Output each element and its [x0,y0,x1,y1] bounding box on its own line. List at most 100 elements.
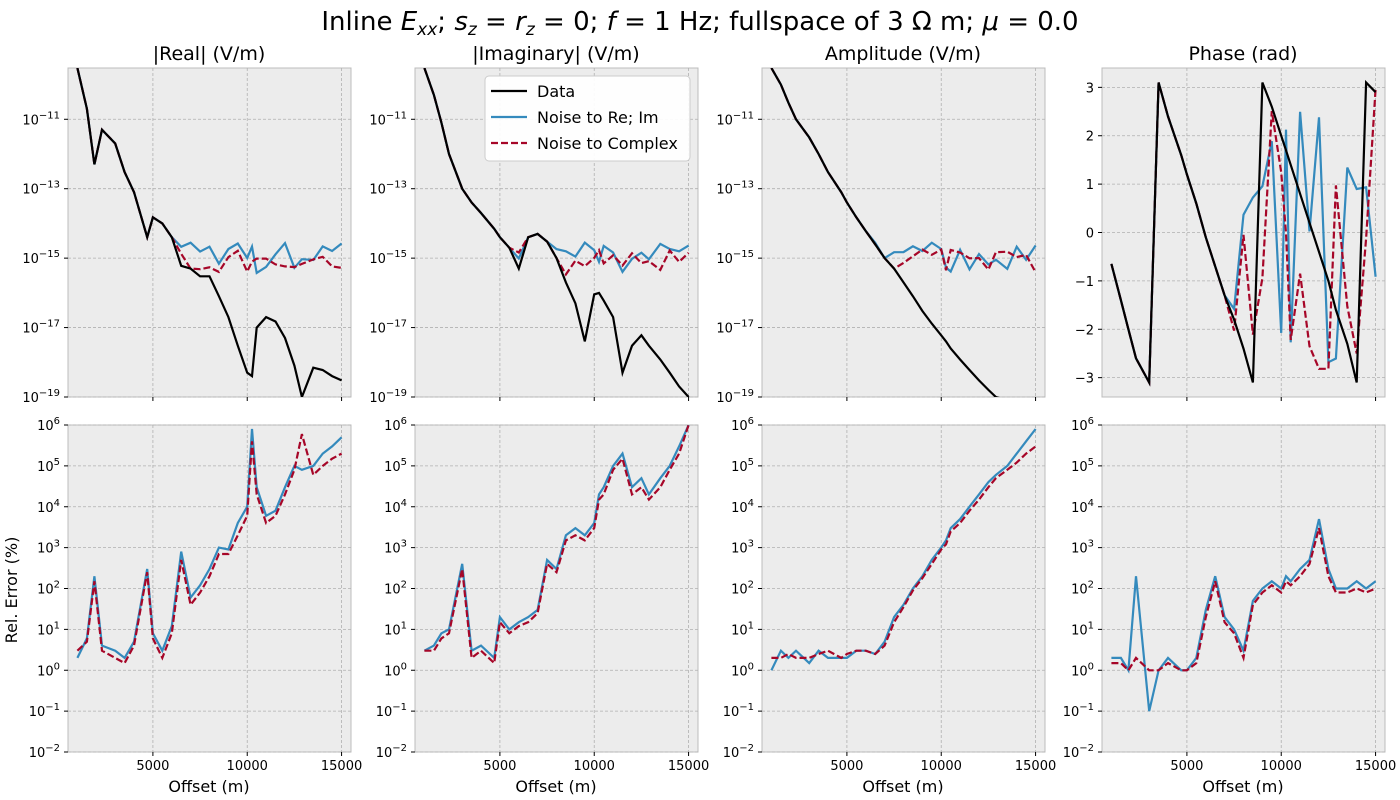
panels: 10−1 1 10−13 10−15 10−17 10−19 106 105 104 103 102… [22,67,1396,774]
panel-title-real: |Real| (V/m) [153,43,266,65]
bottom-real-xtick-label: 5000 [136,759,169,774]
bottom-phase-ytick-label: 102 [1071,580,1094,598]
bottom-phase-ytick-label: 106 [1071,416,1094,434]
bottom-imag-xtick-label: 15000 [668,759,709,774]
bottom-real-ytick-label: 106 [37,416,60,434]
top-real-ytick-label: 10−19 [22,388,60,406]
bottom-real-ytick-label: 102 [37,580,60,598]
bottom-imag-ytick-label: 105 [384,457,407,475]
legend-label-noise-reim: Noise to Re; Im [537,108,659,127]
bottom-real-ytick-label: 100 [37,661,60,679]
title-field: E [401,7,418,37]
title-s: s [454,7,468,37]
bottom-phase-series-noise-complex [1111,527,1377,673]
panel-title-phase: Phase (rad) [1188,43,1297,65]
bottom-amp-ytick-label: 105 [731,457,754,475]
bottom-imag-ytick-label: 106 [384,416,407,434]
title-mu: μ [981,7,999,37]
bottom-phase-ytick-label: 103 [1071,539,1094,557]
top-real-ytick-label: 10−15 [22,249,60,267]
bottom-real-ytick-label: 103 [37,539,60,557]
bottom-imag-ytick-label: 10−1 [376,702,407,720]
bottom-imag-ytick-label: 10−2 [376,743,407,761]
bottom-phase-ytick-label: 100 [1071,661,1094,679]
legend-box [484,75,691,162]
bottom-real-xtick-label: 10000 [227,759,268,774]
bottom-imag-xtick-label: 5000 [483,759,516,774]
bottom-real-ytick-label: 10−2 [29,743,60,761]
legend-label-noise-complex: Noise to Complex [537,134,678,153]
bottom-phase-xtick-label: 10000 [1261,759,1302,774]
top-phase-ytick-label: 2 [1086,130,1094,145]
title-mid1: ; [437,7,454,37]
bottom-real-ytick-label: 101 [37,620,60,638]
bottom-amp-ytick-label: 106 [731,416,754,434]
bottom-real-ytick-label: 105 [37,457,60,475]
bottom-phase-ytick-label: 10−1 [1063,702,1094,720]
top-amp-series-data [770,68,1000,397]
bottom-real-series-noise-complex [76,433,343,665]
xlabel-1: Offset (m) [168,777,249,796]
top-real-series-noise-complex [76,68,342,275]
bottom-amp-xtick-label: 15000 [1015,759,1056,774]
bottom-amp-ytick-label: 103 [731,539,754,557]
top-imag-ytick-label: 10−17 [369,319,407,337]
bottom-phase-ytick-label: 105 [1071,457,1094,475]
bottom-real-ytick-label: 104 [37,498,60,516]
panel-title-amplitude: Amplitude (V/m) [825,43,981,65]
bottom-phase-xtick-label: 5000 [1170,759,1203,774]
bottom-amp-series-noise-reim [770,428,1037,671]
top-phase-ytick-label: −3 [1075,372,1094,387]
bottom-amp-ytick-label: 101 [731,620,754,638]
top-imag-ytick-label: 10−15 [369,249,407,267]
top-panel-amp-frame [761,67,1046,398]
ylabel-bottom: Rel. Error (%) [2,537,21,644]
top-imag-series-data [423,68,690,397]
bottom-phase-xtick-label: 15000 [1355,759,1396,774]
top-phase-ytick-label: 1 [1086,178,1094,193]
panel-title-imag: |Imaginary| (V/m) [472,43,639,65]
title-eq1: = [477,7,515,37]
top-phase-series-data [1110,79,1377,387]
top-real-series-data [76,68,343,397]
title-field-sub: xx [416,20,438,40]
top-amp-ytick-label: 10−15 [716,249,754,267]
title-eq3: = 1 Hz; fullspace of 3 Ω m; [616,7,983,37]
bottom-amp-series-noise-complex [771,445,1037,660]
title-prefix: Inline [321,7,400,37]
bottom-imag-xtick-label: 10000 [574,759,615,774]
bottom-imag-ytick-label: 104 [384,498,407,516]
title-eq4: = 0.0 [999,7,1079,37]
bottom-amp-ytick-label: 10−1 [723,702,754,720]
bottom-amp-ytick-label: 102 [731,580,754,598]
bottom-imag-ytick-label: 101 [384,620,407,638]
bottom-amp-ytick-label: 100 [731,661,754,679]
xlabel-4: Offset (m) [1202,777,1283,796]
top-real-ytick-label: 10−13 [22,180,60,198]
legend: Data Noise to Re; Im Noise to Complex [484,75,691,162]
bottom-imag-ytick-label: 102 [384,580,407,598]
bottom-amp-ytick-label: 104 [731,498,754,516]
bottom-imag-series-noise-complex [424,425,690,666]
top-imag-ytick-label: 10−13 [369,180,407,198]
top-phase-ytick-label: 0 [1086,227,1094,242]
bottom-phase-ytick-label: 10−2 [1063,743,1094,761]
title-eq2: = 0; [535,7,607,37]
xlabel-2: Offset (m) [515,777,596,796]
top-real-ytick-label: 10−17 [22,319,60,337]
top-phase-ytick-label: −1 [1075,275,1094,290]
figure-title: Inline Exx; sz = rz = 0; f = 1 Hz; fulls… [321,7,1078,40]
title-s-sub: z [467,20,478,40]
bottom-amp-xtick-label: 10000 [921,759,962,774]
bottom-imag-ytick-label: 103 [384,539,407,557]
top-imag-ytick-label: 10−19 [369,388,407,406]
top-amp-ytick-label: 10−19 [716,388,754,406]
title-r: r [515,7,528,37]
bottom-amp-xtick-label: 5000 [830,759,863,774]
bottom-phase-ytick-label: 101 [1071,620,1094,638]
top-amp-ytick-label: 10−17 [716,319,754,337]
top-panel-real-frame [67,67,352,398]
xlabel-3: Offset (m) [862,777,943,796]
bottom-phase-ytick-label: 104 [1071,498,1094,516]
